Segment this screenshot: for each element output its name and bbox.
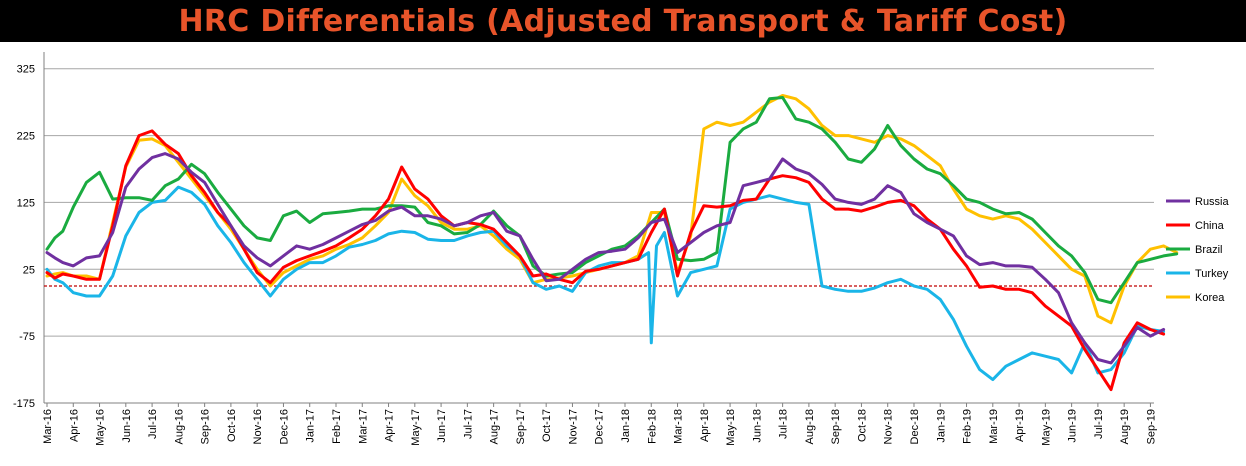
line-chart: 325 225 125 25 -75 -175 Mar-16 Apr-16 May-16 Jun-… bbox=[13, 52, 1230, 446]
x-tick-label: Dec-16 bbox=[278, 409, 290, 444]
y-tick-label: 125 bbox=[17, 197, 35, 209]
x-tick-label: Feb-18 bbox=[646, 409, 658, 444]
y-tick-label: 225 bbox=[17, 131, 35, 143]
x-tick-label: Dec-18 bbox=[909, 409, 921, 444]
x-tick-label: Apr-17 bbox=[384, 409, 396, 442]
x-tick-label: May-19 bbox=[1040, 409, 1052, 446]
x-tick-label: Jun-16 bbox=[121, 409, 133, 443]
chart-title: HRC Differentials (Adjusted Transport & … bbox=[178, 3, 1068, 39]
x-tick-label: May-16 bbox=[95, 409, 107, 446]
x-tick-label: Apr-16 bbox=[68, 409, 80, 442]
x-tick-label: Oct-16 bbox=[226, 409, 238, 442]
x-tick-label: Dec-17 bbox=[594, 409, 606, 444]
x-tick-label: Sep-17 bbox=[515, 409, 527, 444]
x-tick-label: Jun-19 bbox=[1067, 409, 1079, 443]
x-tick-label: Jul-18 bbox=[778, 409, 790, 439]
y-tick-label: -175 bbox=[13, 398, 35, 410]
x-tick-label: Aug-17 bbox=[489, 409, 501, 444]
x-tick-label: Mar-17 bbox=[357, 409, 369, 444]
y-tick-label: 25 bbox=[23, 264, 35, 276]
legend-label-russia: Russia bbox=[1195, 196, 1230, 208]
x-tick-label: Nov-18 bbox=[883, 409, 895, 444]
x-tick-label: Mar-18 bbox=[673, 409, 685, 444]
x-tick-label: Nov-16 bbox=[252, 409, 264, 444]
x-tick-label: Jan-19 bbox=[935, 409, 947, 443]
series-line-turkey bbox=[45, 185, 1166, 382]
x-tick-label: Jul-16 bbox=[147, 409, 159, 439]
x-tick-label: Apr-18 bbox=[699, 409, 711, 442]
x-tick-label: Oct-17 bbox=[541, 409, 553, 442]
chart-area: 325 225 125 25 -75 -175 Mar-16 Apr-16 May-16 Jun-… bbox=[0, 42, 1246, 461]
x-tick-label: Feb-19 bbox=[962, 409, 974, 444]
y-tick-label: -75 bbox=[19, 331, 35, 343]
x-tick-label: Aug-18 bbox=[804, 409, 816, 444]
x-tick-label: Mar-19 bbox=[988, 409, 1000, 444]
x-tick-label: Feb-17 bbox=[331, 409, 343, 444]
x-tick-label: Aug-16 bbox=[173, 409, 185, 444]
x-tick-label: Oct-18 bbox=[856, 409, 868, 442]
y-tick-label: 325 bbox=[17, 64, 35, 76]
x-tick-label: Sep-19 bbox=[1145, 409, 1157, 444]
x-tick-label: May-17 bbox=[410, 409, 422, 446]
x-tick-label: Apr-19 bbox=[1014, 409, 1026, 442]
legend-label-korea: Korea bbox=[1195, 292, 1225, 304]
x-tick-label: May-18 bbox=[725, 409, 737, 446]
series-line-china bbox=[45, 129, 1166, 392]
x-tick-label: Nov-17 bbox=[567, 409, 579, 444]
x-tick-label: Jan-18 bbox=[620, 409, 632, 443]
x-tick-label: Jan-17 bbox=[305, 409, 317, 443]
series-line-russia bbox=[45, 152, 1166, 365]
legend-label-turkey: Turkey bbox=[1195, 268, 1229, 280]
x-tick-label: Mar-16 bbox=[42, 409, 54, 444]
legend-label-china: China bbox=[1195, 220, 1225, 232]
x-tick-label: Jun-18 bbox=[751, 409, 763, 443]
x-tick-label: Jul-19 bbox=[1093, 409, 1105, 439]
title-bar: HRC Differentials (Adjusted Transport & … bbox=[0, 0, 1246, 42]
x-tick-label: Jul-17 bbox=[462, 409, 474, 439]
x-tick-label: Sep-16 bbox=[200, 409, 212, 444]
legend-label-brazil: Brazil bbox=[1195, 244, 1223, 256]
x-tick-label: Aug-19 bbox=[1119, 409, 1131, 444]
x-tick-label: Jun-17 bbox=[436, 409, 448, 443]
x-tick-label: Sep-18 bbox=[830, 409, 842, 444]
